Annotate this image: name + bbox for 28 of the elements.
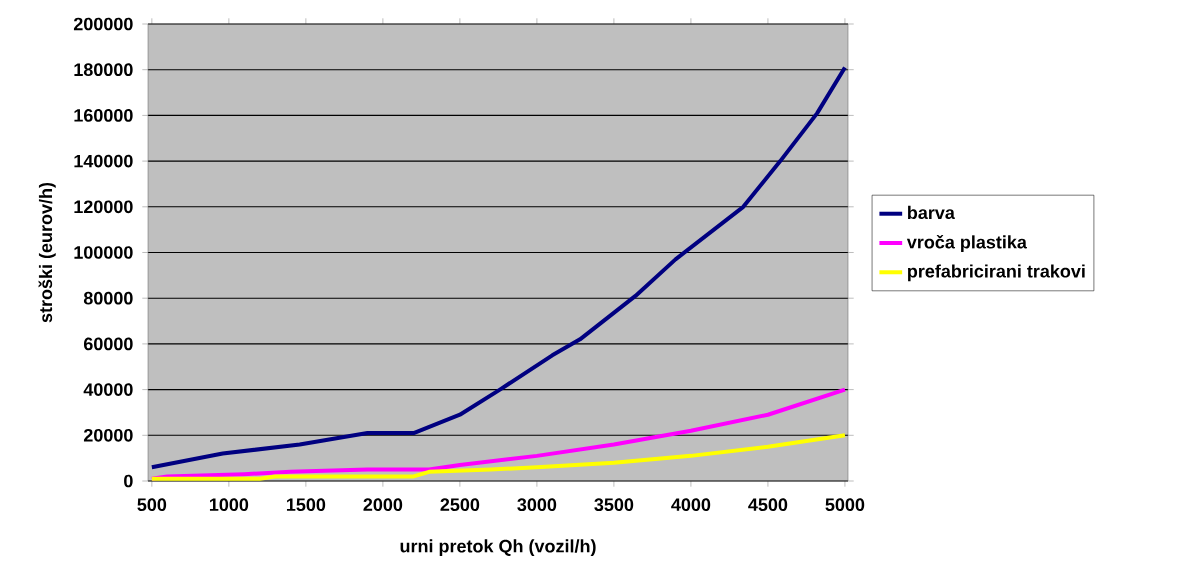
x-tick-label: 1000 (209, 498, 249, 512)
x-tick-label: 2000 (363, 498, 403, 512)
x-tick-label: 5000 (825, 498, 865, 512)
line-series (149, 65, 847, 470)
y-tick-label: 140000 (74, 154, 133, 168)
y-axis-title: stroški (eurov/h) (38, 182, 56, 323)
y-tick-label: 200000 (73, 17, 133, 31)
x-tick-label: 4500 (748, 498, 788, 512)
line-series (149, 433, 847, 481)
y-tick-label: 120000 (74, 200, 133, 214)
y-tick-label: 0 (124, 474, 133, 488)
legend-label: barva (908, 205, 955, 220)
y-tick-label: 160000 (74, 109, 133, 122)
legend-label: vroča plastika (906, 234, 1027, 253)
x-tick-label: 500 (137, 498, 167, 512)
x-tick-label: 4000 (671, 498, 711, 512)
y-tick-label: 20000 (83, 428, 133, 442)
x-axis-title: urni pretok Qh (vozil/h) (400, 539, 596, 557)
y-tick-label: 60000 (83, 337, 133, 351)
x-tick-label: 1500 (286, 498, 326, 512)
legend-label: prefabricirani trakovi (908, 264, 1085, 282)
x-tick-label: 2500 (440, 498, 480, 512)
x-tick-label: 3000 (517, 498, 557, 512)
x-tick-label: 3500 (594, 498, 634, 512)
y-tick-label: 40000 (83, 383, 133, 396)
y-tick-label: 100000 (74, 246, 133, 259)
y-tick-label: 180000 (74, 63, 133, 77)
y-tick-label: 80000 (83, 291, 133, 305)
